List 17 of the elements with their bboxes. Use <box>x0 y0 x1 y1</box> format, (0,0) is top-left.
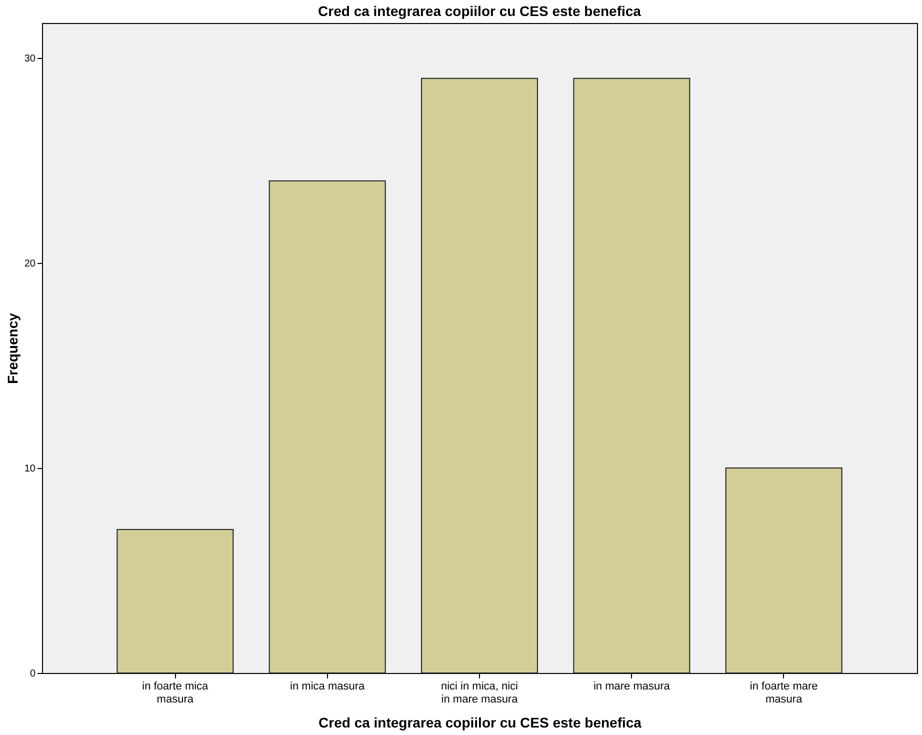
x-tick-label: in mica masura <box>290 680 366 692</box>
bar <box>573 78 690 674</box>
y-tick-label: 10 <box>24 463 36 474</box>
y-tick-label: 30 <box>24 53 36 64</box>
bar <box>725 467 842 674</box>
y-axis-title: Frequency <box>4 312 20 384</box>
bar <box>116 528 234 674</box>
x-tick-label: in mare masura <box>593 680 671 692</box>
y-tick-label: 0 <box>30 668 36 680</box>
x-tick-label: nici in mica, nici in mare masura <box>440 680 519 706</box>
x-tick-label: in foarte mare masura <box>750 680 818 706</box>
bar <box>421 78 538 674</box>
x-axis-title: Cred ca integrarea copiilor cu CES este benefica <box>318 714 642 730</box>
y-tick-label: 20 <box>24 258 36 270</box>
bar <box>268 180 386 674</box>
chart-title: Cred ca integrarea copiilor cu CES este benefica <box>318 3 642 19</box>
x-tick-label: in foarte mica masura <box>142 680 210 706</box>
